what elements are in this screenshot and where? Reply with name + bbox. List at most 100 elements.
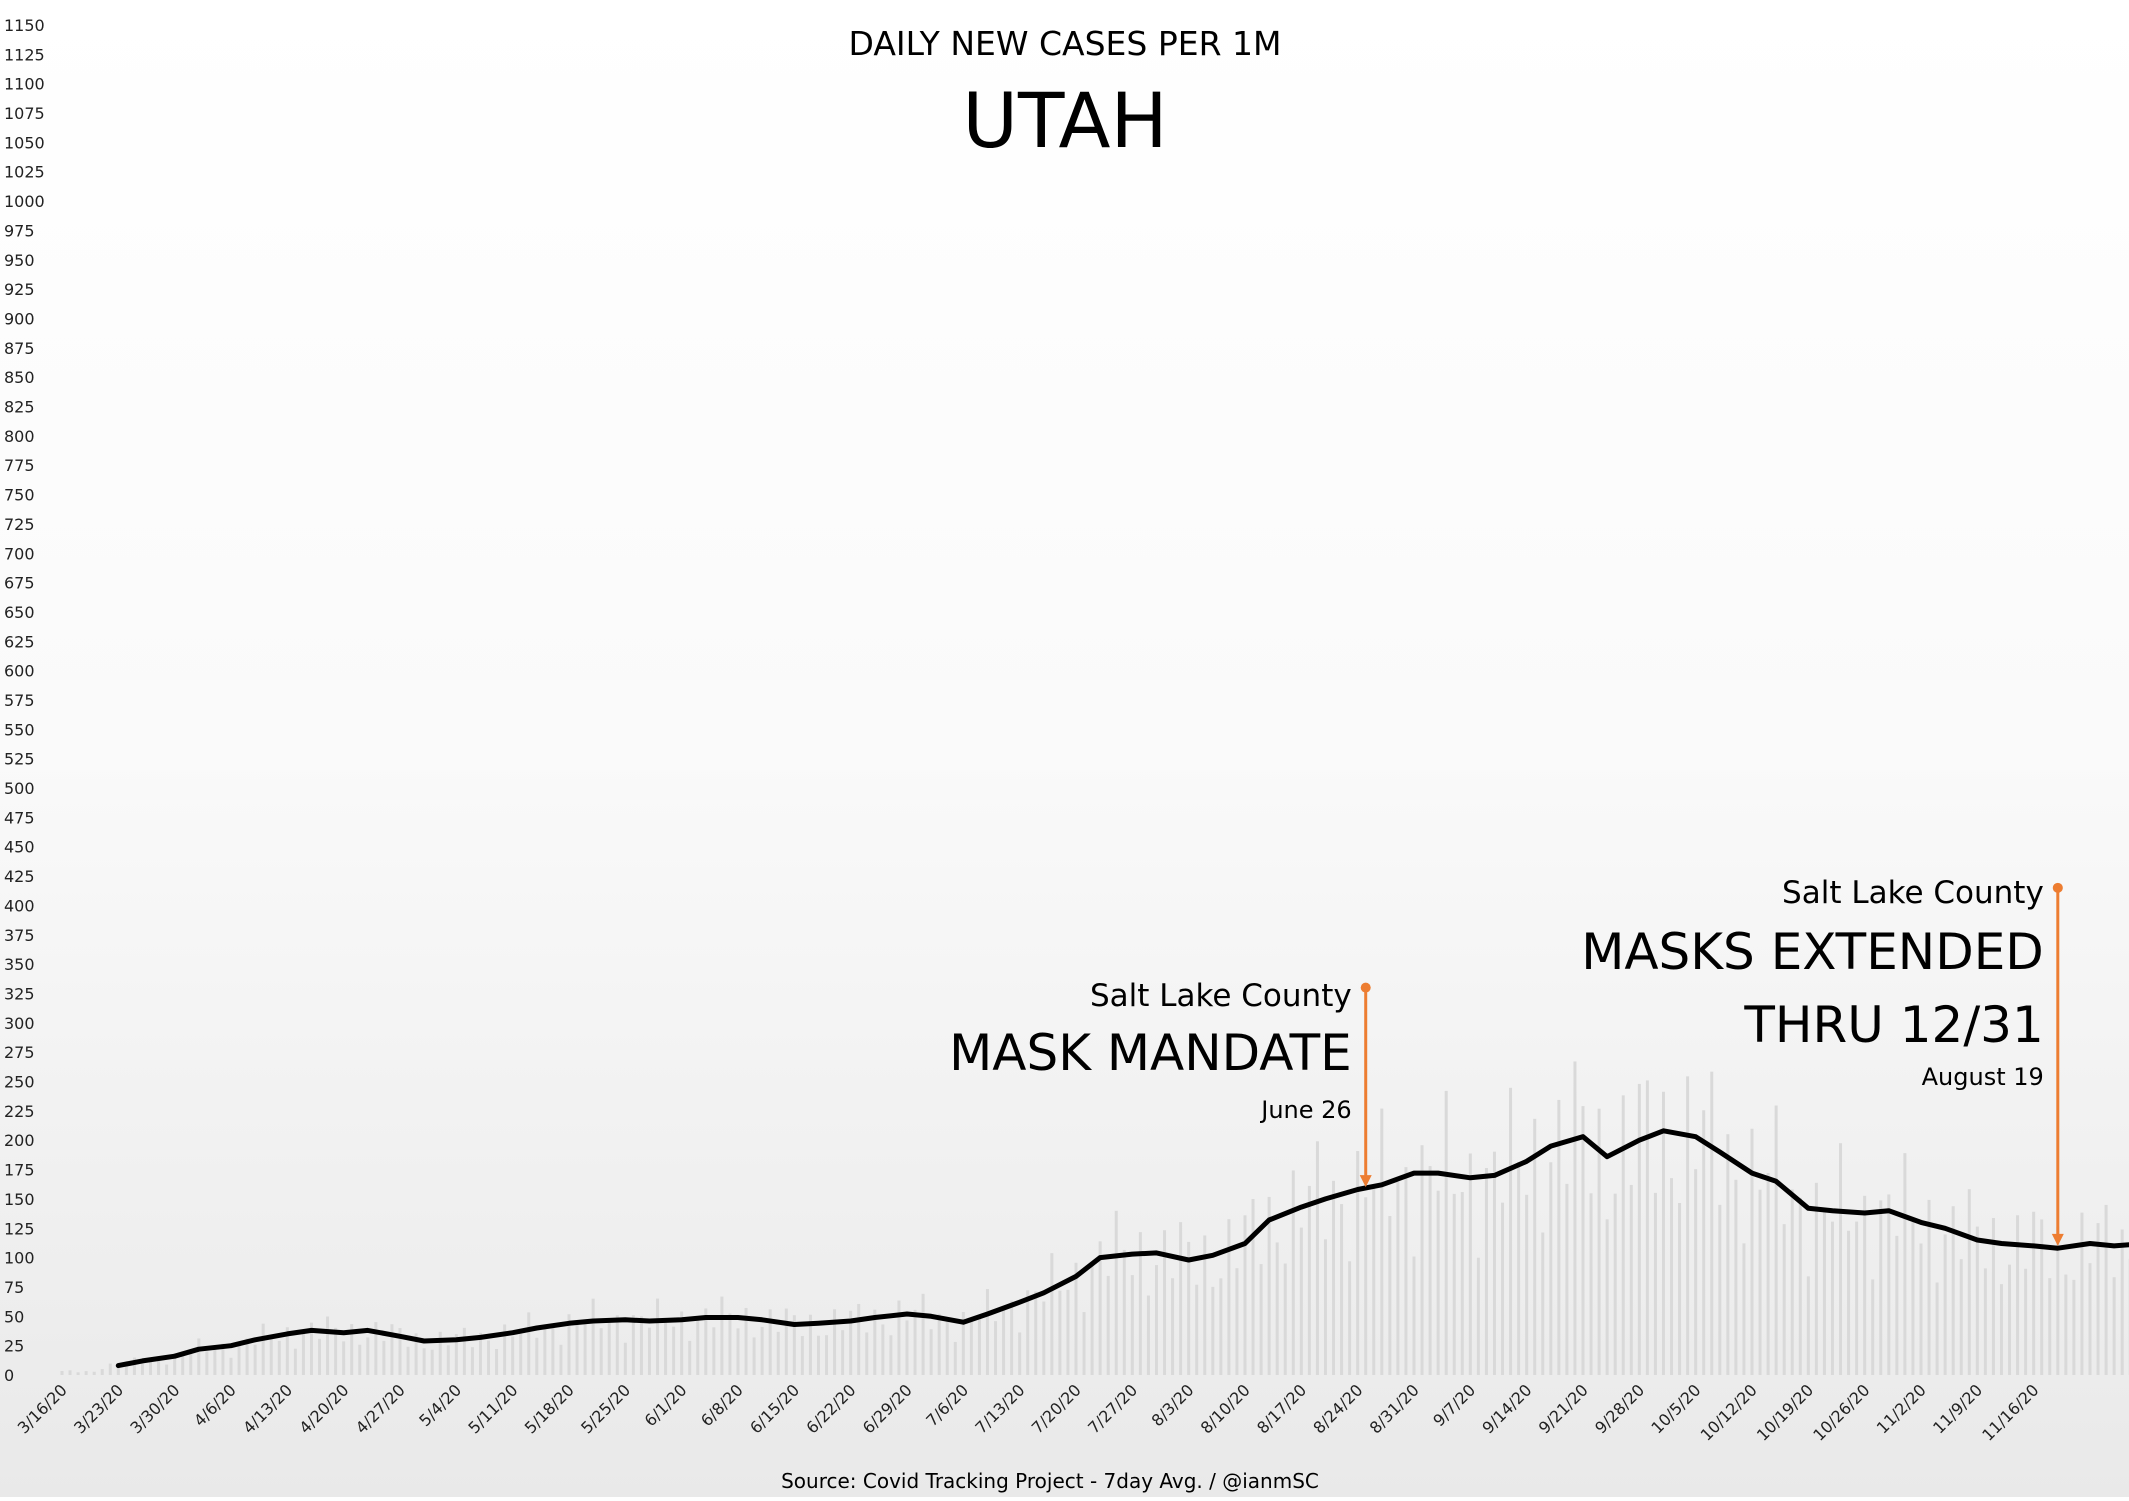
daily-bar: [2016, 1215, 2019, 1375]
daily-bar: [1549, 1162, 1552, 1375]
daily-bar: [390, 1324, 393, 1375]
daily-bar: [1050, 1253, 1053, 1375]
daily-bar: [1976, 1227, 1979, 1375]
daily-bar: [712, 1327, 715, 1375]
daily-bar: [1469, 1154, 1472, 1375]
y-tick-label: 925: [4, 280, 35, 299]
daily-bar: [1404, 1167, 1407, 1375]
daily-bar: [318, 1339, 321, 1375]
daily-bar: [2032, 1212, 2035, 1375]
y-tick-label: 850: [4, 368, 35, 387]
daily-bar: [431, 1350, 434, 1375]
y-tick-label: 25: [4, 1337, 24, 1356]
daily-bar: [640, 1316, 643, 1375]
daily-bar: [1686, 1076, 1689, 1375]
daily-bar: [1847, 1231, 1850, 1375]
y-tick-label: 575: [4, 691, 35, 710]
daily-bar: [1461, 1192, 1464, 1375]
daily-bar: [1171, 1278, 1174, 1375]
daily-bar: [559, 1345, 562, 1375]
daily-bar: [1348, 1261, 1351, 1375]
daily-bar: [817, 1336, 820, 1375]
y-tick-label: 975: [4, 221, 35, 240]
daily-bar: [181, 1354, 184, 1375]
daily-bar: [334, 1328, 337, 1375]
daily-bar: [2008, 1265, 2011, 1375]
daily-bar: [1807, 1276, 1810, 1375]
daily-bar: [1437, 1191, 1440, 1375]
daily-bar: [1871, 1279, 1874, 1375]
daily-bar: [584, 1324, 587, 1375]
daily-bar: [1477, 1258, 1480, 1375]
daily-bar: [1421, 1145, 1424, 1375]
daily-bar: [1630, 1185, 1633, 1375]
y-tick-label: 100: [4, 1249, 35, 1268]
y-tick-label: 600: [4, 662, 35, 681]
daily-bar: [366, 1337, 369, 1375]
daily-bar: [85, 1371, 88, 1375]
daily-bar: [1066, 1290, 1069, 1375]
annotation-region: Salt Lake County: [1782, 875, 2044, 911]
daily-bar: [1895, 1236, 1898, 1375]
daily-bar: [648, 1328, 651, 1375]
daily-bar: [1742, 1243, 1745, 1375]
daily-bar: [1058, 1291, 1061, 1375]
chart-source: Source: Covid Tracking Project - 7day Av…: [781, 1469, 1319, 1493]
annotation-headline: THRU 12/31: [1743, 996, 2043, 1054]
daily-bar: [1606, 1219, 1609, 1375]
daily-bar: [1123, 1250, 1126, 1375]
daily-bar: [262, 1324, 265, 1375]
daily-bar: [914, 1310, 917, 1375]
daily-bar: [1252, 1199, 1255, 1375]
daily-bar: [1565, 1184, 1568, 1375]
daily-bar: [1911, 1222, 1914, 1375]
daily-bar: [1525, 1195, 1528, 1375]
daily-bar: [1726, 1134, 1729, 1375]
annotation-region: Salt Lake County: [1090, 978, 1352, 1014]
y-tick-label: 375: [4, 926, 35, 945]
daily-bar: [1501, 1203, 1504, 1375]
daily-bar: [302, 1333, 305, 1375]
daily-bar: [2089, 1263, 2092, 1375]
daily-bar: [1654, 1193, 1657, 1375]
daily-bar: [1984, 1268, 1987, 1375]
y-tick-label: 200: [4, 1131, 35, 1150]
daily-bar: [471, 1347, 474, 1375]
y-tick-label: 650: [4, 603, 35, 622]
daily-bar: [342, 1341, 345, 1375]
y-tick-label: 1150: [4, 16, 45, 35]
daily-bar: [1710, 1072, 1713, 1375]
daily-bar: [938, 1314, 941, 1375]
daily-bar: [954, 1342, 957, 1375]
y-tick-label: 475: [4, 808, 35, 827]
daily-bar: [1018, 1332, 1021, 1375]
daily-bar: [205, 1351, 208, 1375]
daily-bar: [1783, 1224, 1786, 1375]
chart-title: DAILY NEW CASES PER 1M: [849, 24, 1282, 63]
daily-bar: [519, 1329, 522, 1375]
daily-bar: [1614, 1194, 1617, 1375]
daily-bar: [543, 1324, 546, 1375]
daily-bar: [527, 1312, 530, 1375]
daily-bar: [197, 1338, 200, 1375]
daily-bar: [270, 1337, 273, 1375]
daily-bar: [495, 1349, 498, 1375]
daily-bar: [382, 1341, 385, 1375]
daily-bar: [592, 1299, 595, 1375]
y-tick-label: 675: [4, 574, 35, 593]
y-tick-label: 1025: [4, 163, 45, 182]
daily-bar: [1678, 1203, 1681, 1375]
daily-bar: [1219, 1278, 1222, 1375]
y-tick-label: 1075: [4, 104, 45, 123]
daily-bar: [2040, 1219, 2043, 1375]
y-tick-label: 0: [4, 1366, 14, 1385]
daily-bar: [1026, 1290, 1029, 1375]
daily-bar: [165, 1365, 168, 1375]
daily-bar: [61, 1371, 64, 1375]
daily-bar: [1002, 1309, 1005, 1375]
daily-bar: [254, 1345, 257, 1375]
daily-bar: [720, 1297, 723, 1375]
daily-bar: [1364, 1197, 1367, 1375]
